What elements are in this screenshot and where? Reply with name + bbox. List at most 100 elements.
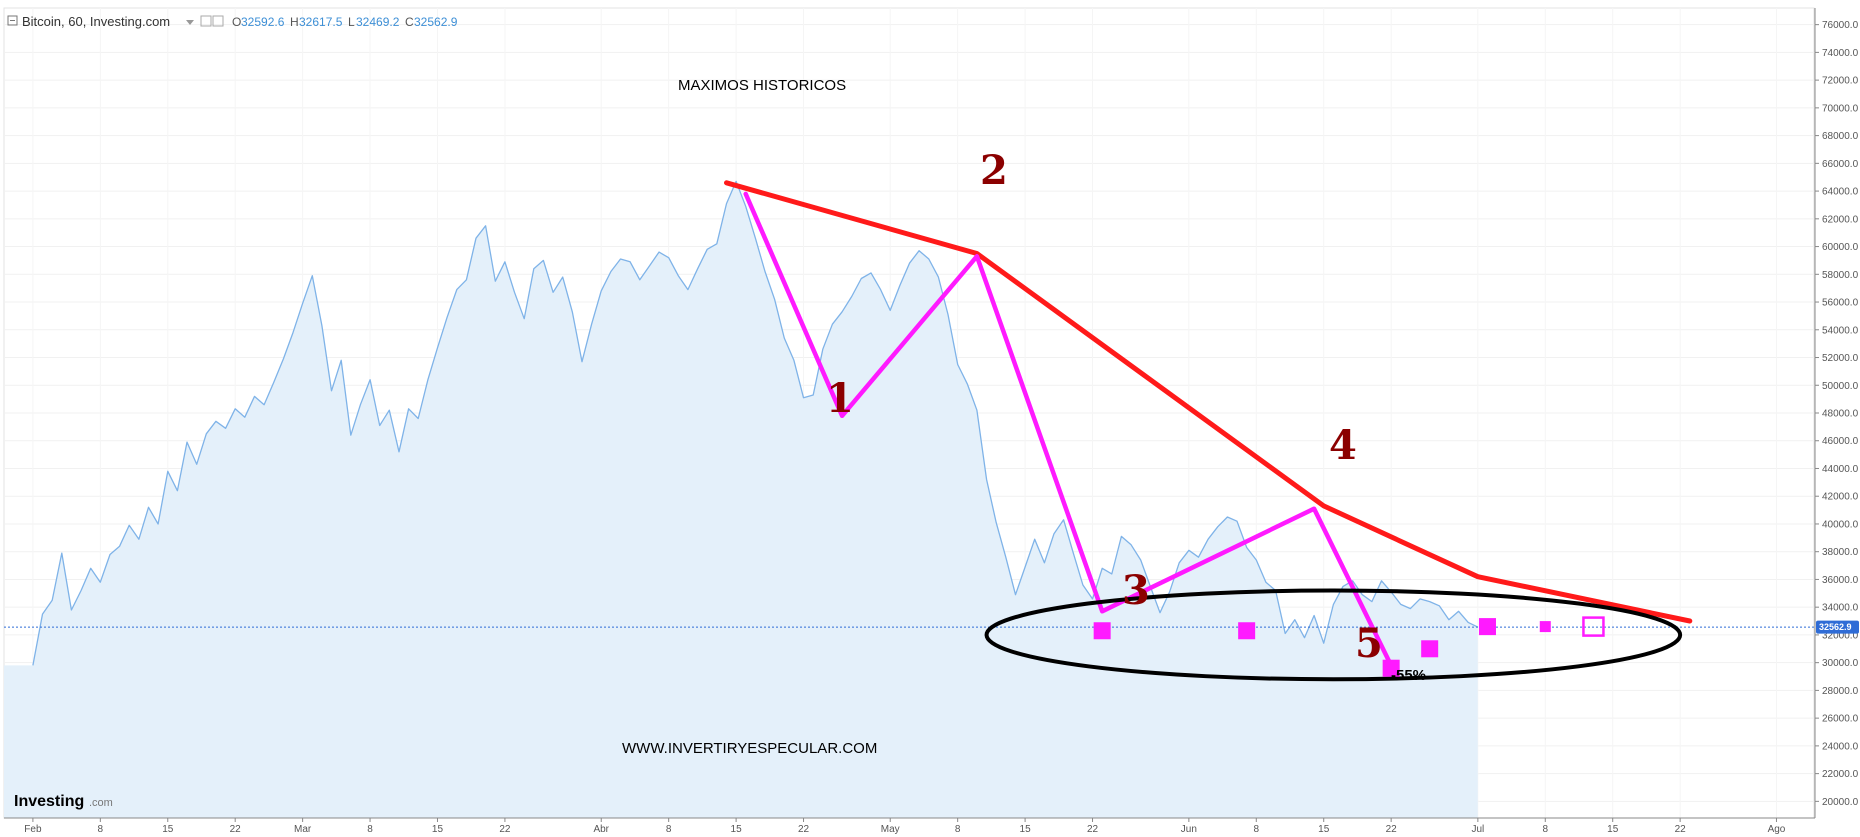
price-tag: 32562.9 — [1816, 620, 1859, 634]
y-tick-label: 58000.0 — [1822, 270, 1859, 281]
close-value: 32562.9 — [414, 15, 458, 29]
price-series — [32, 180, 1479, 666]
y-tick-label: 74000.0 — [1822, 48, 1859, 59]
open-key: O — [232, 15, 241, 29]
price-line — [32, 180, 1479, 666]
instrument-title: Bitcoin, 60, Investing.com — [22, 14, 170, 29]
x-tick-label: 15 — [432, 824, 444, 835]
chevron-down-icon[interactable] — [186, 20, 194, 25]
y-tick-label: 30000.0 — [1822, 658, 1859, 669]
high-key: H — [290, 15, 299, 29]
y-tick-label: 26000.0 — [1822, 714, 1859, 725]
x-axis: Feb 8 15 22 Mar 8 15 22 Abr 8 15 22 May 8 15 22 Jun 8 15 22… — [4, 817, 1815, 835]
y-tick-label: 32000.0 — [1822, 630, 1859, 641]
consolidation-ellipse — [984, 588, 1683, 682]
x-tick-label: 15 — [1318, 824, 1330, 835]
open-value: 32592.6 — [241, 15, 285, 29]
y-tick-label: 76000.0 — [1822, 20, 1859, 31]
x-tick-label: 22 — [1386, 824, 1398, 835]
y-tick-label: 20000.0 — [1822, 797, 1859, 808]
y-tick-label: 50000.0 — [1822, 381, 1859, 392]
support-marker — [1478, 618, 1496, 636]
y-tick-label: 24000.0 — [1822, 741, 1859, 752]
x-tick-label: 15 — [731, 824, 743, 835]
x-tick-label: May — [881, 824, 900, 835]
price-tag-background — [1816, 620, 1859, 634]
y-tick-label: 28000.0 — [1822, 686, 1859, 697]
x-tick-label: 8 — [98, 824, 104, 835]
y-tick-label: 68000.0 — [1822, 131, 1859, 142]
wave-lines — [743, 191, 1394, 668]
x-tick-label: Jul — [1471, 824, 1484, 835]
x-tick-label: 8 — [955, 824, 961, 835]
support-marker — [1539, 621, 1551, 633]
y-tick-label: 38000.0 — [1822, 547, 1859, 558]
price-area — [4, 181, 1478, 818]
y-tick-label: 46000.0 — [1822, 436, 1859, 447]
high-value: 32617.5 — [299, 15, 343, 29]
x-tick-label: Ago — [1768, 824, 1786, 835]
chart-header: Bitcoin, 60, Investing.com O 32592.6 H 3… — [7, 14, 458, 29]
collapse-icon[interactable] — [7, 15, 18, 26]
wave-number-5: 5 — [1355, 620, 1383, 667]
resistance-trendline — [724, 180, 1693, 624]
y-tick-label: 54000.0 — [1822, 325, 1859, 336]
y-tick-label: 72000.0 — [1822, 76, 1859, 87]
x-tick-label: 15 — [1607, 824, 1619, 835]
y-tick-label: 52000.0 — [1822, 353, 1859, 364]
wave-number-4: 4 — [1329, 422, 1357, 469]
wave-number-2: 2 — [980, 147, 1008, 194]
support-marker-outline — [1582, 616, 1605, 637]
y-axis: 20000.0 22000.0 24000.0 26000.0 28000.0 30000… — [1814, 8, 1859, 818]
settings-icon[interactable] — [200, 15, 212, 27]
x-tick-label: Feb — [24, 824, 42, 835]
y-tick-label: 66000.0 — [1822, 159, 1859, 170]
close-key: C — [405, 15, 414, 29]
x-tick-label: Mar — [294, 824, 312, 835]
x-tick-label: 8 — [1542, 824, 1548, 835]
annotation-drop-percent: -55% — [1391, 667, 1426, 684]
trendline — [724, 180, 1693, 624]
y-tick-label: 70000.0 — [1822, 103, 1859, 114]
y-tick-label: 44000.0 — [1822, 464, 1859, 475]
x-tick-label: 22 — [499, 824, 511, 835]
y-tick-label: 22000.0 — [1822, 769, 1859, 780]
price-area-fill — [4, 181, 1478, 818]
price-tag-label: 32562.9 — [1819, 622, 1852, 632]
y-tick-label: 34000.0 — [1822, 603, 1859, 614]
logo-suffix: .com — [89, 797, 113, 809]
y-tick-label: 42000.0 — [1822, 492, 1859, 503]
support-marker — [1093, 622, 1111, 640]
support-marker — [1238, 622, 1256, 640]
ellipse-outline — [984, 588, 1683, 682]
close-icon[interactable] — [212, 15, 224, 27]
support-marker — [1382, 659, 1400, 677]
investing-logo: Investing .com — [14, 793, 113, 810]
x-tick-label: 8 — [1254, 824, 1260, 835]
y-tick-label: 36000.0 — [1822, 575, 1859, 586]
low-key: L — [348, 15, 355, 29]
y-tick-label: 40000.0 — [1822, 519, 1859, 530]
x-tick-label: 15 — [162, 824, 174, 835]
elliott-wave-path — [743, 191, 1394, 668]
support-marker — [1421, 640, 1439, 658]
support-markers — [1093, 616, 1605, 677]
x-tick-label: 22 — [230, 824, 242, 835]
x-tick-label: 22 — [798, 824, 810, 835]
wave-number-3: 3 — [1122, 567, 1150, 614]
x-tick-label: 8 — [367, 824, 373, 835]
x-tick-label: 15 — [1020, 824, 1032, 835]
y-tick-label: 60000.0 — [1822, 242, 1859, 253]
x-tick-label: Abr — [593, 824, 609, 835]
x-tick-label: Jun — [1181, 824, 1197, 835]
logo-text: Investing — [14, 793, 84, 810]
y-tick-label: 64000.0 — [1822, 187, 1859, 198]
y-tick-label: 48000.0 — [1822, 409, 1859, 420]
annotation-all-time-highs: MAXIMOS HISTORICOS — [678, 77, 846, 94]
y-tick-label: 56000.0 — [1822, 298, 1859, 309]
x-tick-label: 22 — [1675, 824, 1687, 835]
low-value: 32469.2 — [356, 15, 400, 29]
x-tick-label: 8 — [666, 824, 672, 835]
wave-number-1: 1 — [826, 375, 854, 422]
